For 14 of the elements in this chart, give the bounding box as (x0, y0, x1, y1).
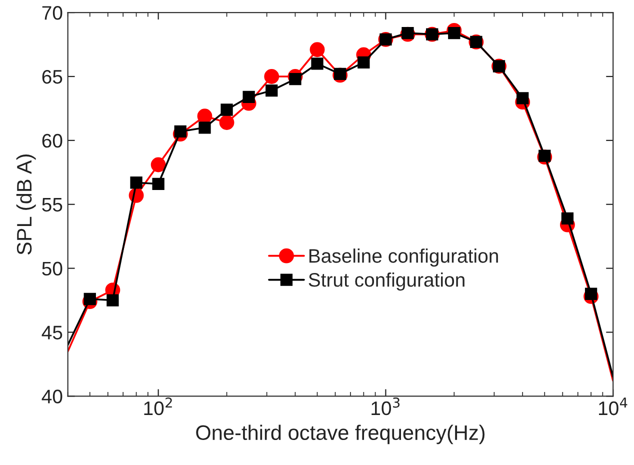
y-tick-label: 45 (42, 326, 62, 340)
x-tick-label: 10$^{2}$ (144, 397, 172, 416)
y-tick-label: 55 (42, 198, 62, 212)
y-tick-label: 50 (42, 262, 62, 276)
x-tick-label: 10$^{4}$ (599, 398, 628, 416)
y-tick-label: 65 (42, 70, 62, 84)
y-tick-label: 60 (42, 134, 62, 148)
x-axis-title: One-third octave frequency(Hz) (196, 424, 484, 444)
legend-label: Baseline configuration (309, 248, 498, 267)
y-tick-label: 70 (42, 6, 62, 20)
legend-label: Strut configuration (308, 272, 464, 291)
y-tick-label: 40 (42, 390, 62, 404)
y-axis-title: SPL (dB A) (16, 154, 36, 255)
x-tick-label: 10$^{3}$ (372, 397, 400, 416)
